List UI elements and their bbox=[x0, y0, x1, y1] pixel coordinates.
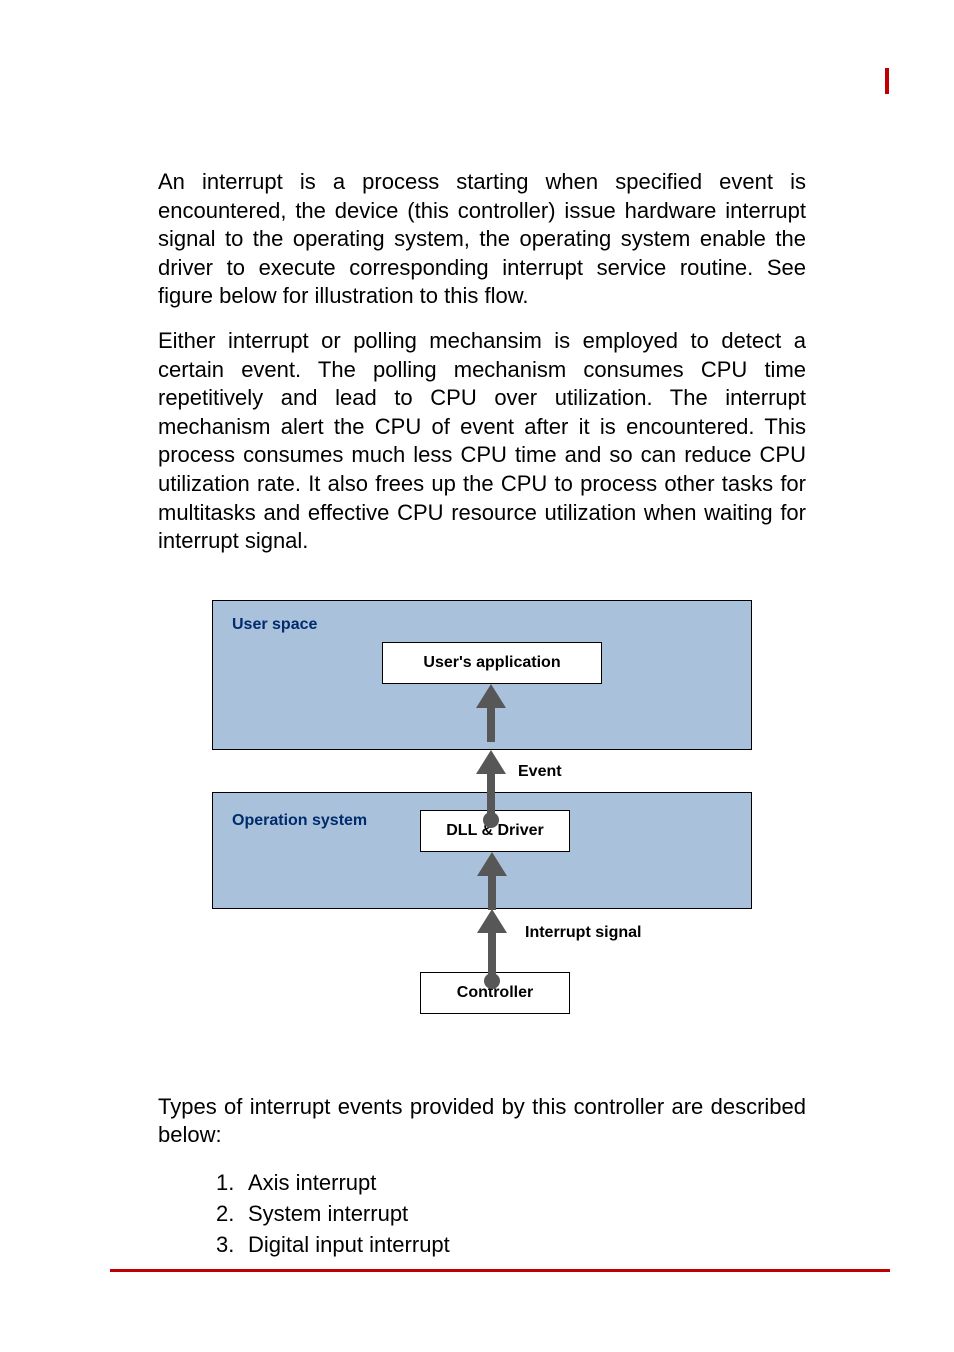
edge-label-interrupt-signal: Interrupt signal bbox=[525, 924, 641, 942]
paragraph-1: An interrupt is a process starting when … bbox=[158, 168, 806, 311]
arrow-origin-dot-icon bbox=[483, 812, 499, 828]
interrupt-types-list: 1. Axis interrupt 2. System interrupt 3.… bbox=[158, 1150, 806, 1260]
header-accent-mark bbox=[885, 68, 889, 94]
arrow-app-inner bbox=[476, 684, 506, 742]
arrow-origin-dot-icon bbox=[484, 973, 500, 989]
list-item-text: System interrupt bbox=[248, 1199, 408, 1230]
arrow-interrupt-signal bbox=[477, 909, 507, 989]
arrow-head-icon bbox=[476, 684, 506, 708]
arrow-event bbox=[476, 750, 506, 828]
list-item: 1. Axis interrupt bbox=[216, 1168, 806, 1199]
list-item-text: Digital input interrupt bbox=[248, 1230, 450, 1261]
arrow-head-icon bbox=[477, 852, 507, 876]
edge-label-event: Event bbox=[518, 763, 562, 781]
list-item: 3. Digital input interrupt bbox=[216, 1230, 806, 1261]
arrow-shaft bbox=[488, 933, 496, 977]
arrow-shaft bbox=[487, 708, 495, 742]
body-content: An interrupt is a process starting when … bbox=[0, 60, 954, 1035]
paragraph-3: Types of interrupt events provided by th… bbox=[158, 1093, 806, 1150]
footer-rule bbox=[110, 1269, 890, 1272]
list-item-text: Axis interrupt bbox=[248, 1168, 376, 1199]
list-item-number: 2. bbox=[216, 1199, 248, 1230]
node-users-application: User's application bbox=[382, 642, 602, 684]
arrow-shaft bbox=[487, 774, 495, 816]
interrupt-flow-diagram: User space Operation system User's appli… bbox=[212, 600, 752, 1035]
after-diagram-content: Types of interrupt events provided by th… bbox=[0, 1035, 954, 1261]
paragraph-2: Either interrupt or polling mechansim is… bbox=[158, 327, 806, 556]
arrow-shaft bbox=[488, 876, 496, 910]
list-item-number: 3. bbox=[216, 1230, 248, 1261]
arrow-head-icon bbox=[476, 750, 506, 774]
layer-label-user-space: User space bbox=[232, 616, 317, 634]
arrow-dll-inner bbox=[477, 852, 507, 910]
layer-label-operation-system: Operation system bbox=[232, 812, 367, 830]
arrow-head-icon bbox=[477, 909, 507, 933]
list-item: 2. System interrupt bbox=[216, 1199, 806, 1230]
list-item-number: 1. bbox=[216, 1168, 248, 1199]
